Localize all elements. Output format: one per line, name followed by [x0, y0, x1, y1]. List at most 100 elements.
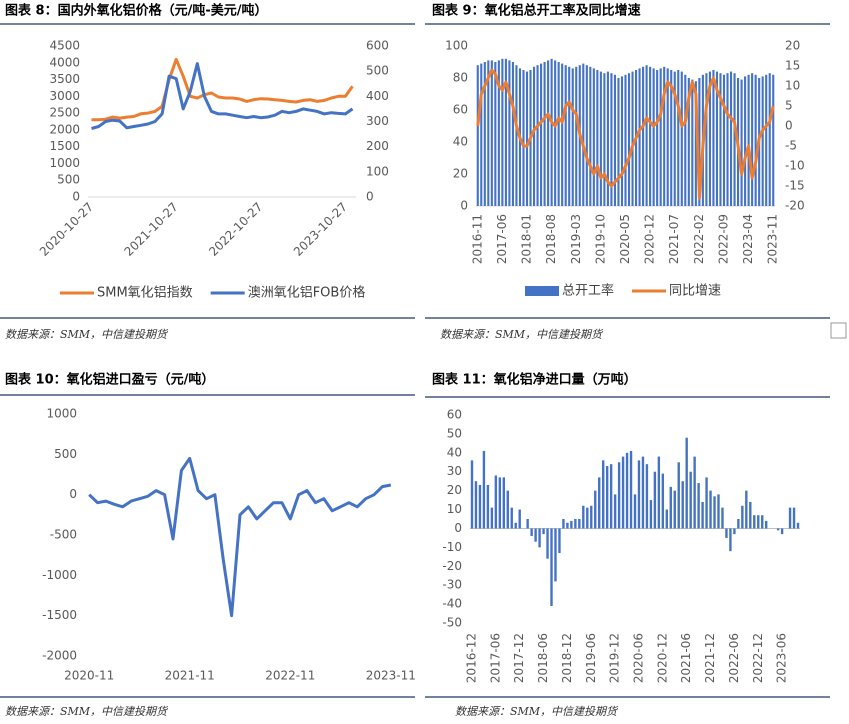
x-tick-label: 2023-04: [741, 214, 755, 264]
bar: [624, 74, 627, 206]
bar: [480, 63, 483, 206]
bar: [754, 74, 757, 206]
bar: [486, 484, 490, 529]
y2-tick-label: 500: [366, 64, 389, 78]
chart-title: 图表 10：氧化铝进口盈亏（元/吨）: [5, 372, 214, 388]
bar: [613, 494, 617, 529]
y-tick-label: 1500: [49, 139, 80, 153]
y2-tick-label: 400: [366, 89, 389, 103]
bar: [685, 437, 688, 529]
bar: [522, 70, 525, 206]
bar: [586, 507, 589, 529]
bar: [596, 70, 599, 206]
bar: [717, 494, 720, 529]
y-tick-label: -50: [442, 616, 462, 630]
bar: [585, 65, 588, 206]
bar: [487, 60, 490, 207]
bar: [642, 66, 645, 206]
x-tick-label: 2022-12: [751, 633, 765, 683]
bar: [564, 65, 567, 206]
y-tick-label: 100: [445, 39, 468, 53]
bar: [557, 62, 560, 206]
bar: [498, 477, 502, 529]
bar: [518, 509, 521, 529]
bar: [765, 520, 768, 529]
y-tick-label: 0: [454, 521, 462, 535]
bar: [747, 74, 750, 206]
bar: [570, 520, 573, 529]
bar: [637, 460, 641, 529]
x-tick-label: 2017-12: [512, 633, 526, 683]
x-tick-label: 2021-11: [165, 669, 215, 683]
bar: [594, 490, 597, 529]
source: 数据来源：SMM，中信建投期货: [455, 705, 619, 718]
bar: [536, 65, 539, 206]
bar: [514, 522, 517, 529]
bar: [740, 79, 743, 206]
y-tick-label: 20: [453, 167, 468, 181]
y2-tick-label: 100: [366, 164, 389, 178]
bar: [768, 73, 771, 206]
y-tick-label: 4500: [49, 39, 80, 53]
chart-title: 图表 9：氧化铝总开工率及同比增速: [432, 3, 641, 19]
bar: [697, 483, 700, 529]
legend-label: 总开工率: [562, 283, 614, 299]
bar: [753, 515, 756, 529]
bar: [617, 78, 620, 206]
bar: [725, 528, 728, 538]
y-tick-label: 3500: [49, 72, 80, 86]
y2-tick-label: 5: [785, 99, 793, 113]
x-tick-label: 2017-06: [488, 633, 502, 683]
x-tick-label: 2022-09: [716, 214, 730, 264]
bar: [511, 62, 514, 206]
y2-tick-label: -10: [785, 159, 805, 173]
x-tick-label: 2020-12: [643, 214, 657, 264]
bar: [719, 73, 722, 206]
y-tick-label: 0: [72, 190, 80, 204]
bar: [757, 515, 760, 529]
bar: [582, 63, 585, 206]
checkbox[interactable]: [830, 322, 847, 339]
bar: [558, 528, 561, 554]
bar: [665, 509, 668, 529]
x-tick-label: 2019-10: [593, 214, 607, 264]
bar: [705, 477, 708, 529]
bar: [497, 60, 500, 207]
x-tick-label: 2018-01: [520, 214, 534, 264]
x-tick-label: 2018-08: [544, 214, 558, 264]
x-tick-label: 2019-06: [584, 633, 598, 683]
bar: [726, 73, 729, 206]
x-tick-label: 2021-10-27: [122, 200, 181, 259]
bar: [661, 473, 665, 529]
bar: [659, 68, 662, 207]
bar: [673, 490, 676, 529]
bar: [744, 76, 747, 207]
bar: [705, 73, 708, 206]
bar: [589, 66, 592, 206]
bar: [502, 477, 505, 529]
bar: [590, 505, 593, 529]
y-tick-label: -10: [442, 540, 462, 554]
bar: [562, 519, 565, 529]
bar: [574, 519, 577, 529]
x-tick-label: 2021-07: [667, 214, 681, 264]
bar: [669, 486, 672, 529]
line: [91, 57, 354, 122]
y-tick-label: 1000: [46, 407, 77, 421]
x-tick-label: 2023-11: [766, 214, 780, 264]
x-tick-label: 2021-06: [679, 633, 693, 683]
y-tick-label: -20: [442, 559, 462, 573]
bar: [649, 500, 653, 529]
bar: [761, 515, 764, 529]
legend-label: 澳洲氧化铝FOB价格: [248, 285, 366, 301]
bar: [501, 58, 504, 206]
bar: [578, 519, 581, 529]
bar: [645, 464, 649, 529]
bar: [693, 456, 696, 529]
line: [476, 68, 775, 200]
y2-tick-label: 20: [785, 39, 800, 53]
bar: [792, 507, 796, 529]
bar: [602, 460, 605, 529]
bar: [483, 62, 486, 206]
